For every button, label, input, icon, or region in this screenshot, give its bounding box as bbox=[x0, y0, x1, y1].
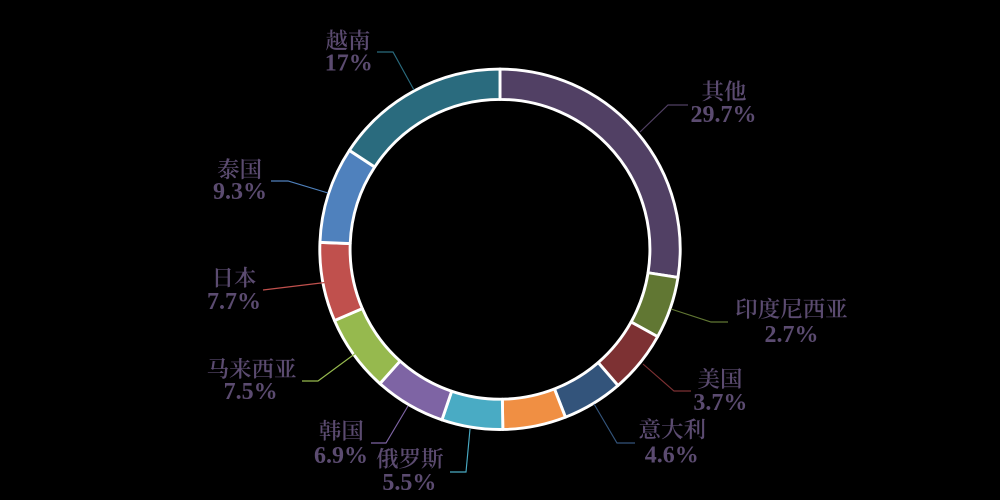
svg-text:29.7%: 29.7% bbox=[691, 102, 757, 128]
svg-text:5.5%: 5.5% bbox=[382, 470, 436, 496]
svg-text:9.3%: 9.3% bbox=[213, 179, 267, 205]
svg-text:17%: 17% bbox=[325, 50, 373, 76]
svg-text:7.5%: 7.5% bbox=[224, 379, 278, 405]
svg-text:3.7%: 3.7% bbox=[693, 390, 747, 416]
svg-text:2.7%: 2.7% bbox=[765, 322, 819, 348]
svg-text:6.9%: 6.9% bbox=[314, 443, 368, 469]
svg-text:7.7%: 7.7% bbox=[207, 289, 261, 315]
svg-text:4.6%: 4.6% bbox=[645, 442, 699, 468]
